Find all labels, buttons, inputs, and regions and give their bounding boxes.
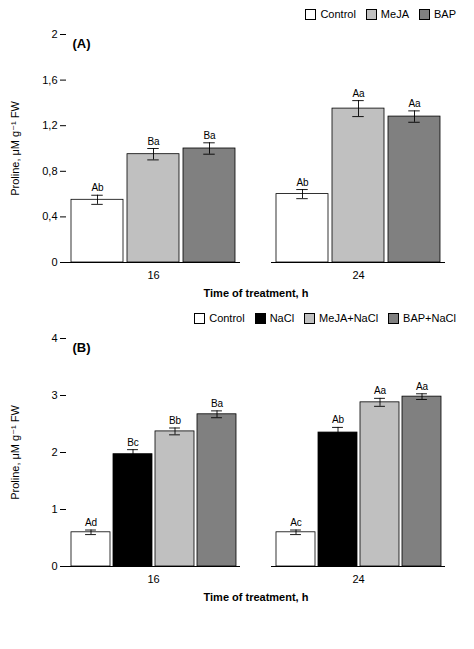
svg-text:16: 16: [147, 269, 159, 281]
svg-text:Ba: Ba: [211, 398, 224, 409]
svg-text:16: 16: [147, 573, 159, 585]
svg-text:Aa: Aa: [374, 385, 387, 396]
html-text:BAP+NaCl: BAP+NaCl: [403, 312, 456, 324]
svg-text:4: 4: [51, 332, 57, 344]
svg-text:2: 2: [51, 446, 57, 458]
html-text:NaCl: NaCl: [269, 312, 295, 324]
svg-text:Aa: Aa: [408, 98, 421, 109]
html-text:MeJA+NaCl: MeJA+NaCl: [319, 312, 379, 324]
svg-text:3: 3: [51, 389, 57, 401]
svg-text:(A): (A): [73, 36, 91, 51]
svg-text:24: 24: [352, 573, 364, 585]
svg-text:Ab: Ab: [91, 182, 104, 193]
svg-text:0,8: 0,8: [42, 165, 57, 177]
svg-text:Aa: Aa: [352, 88, 365, 99]
svg-text:Ba: Ba: [147, 136, 160, 147]
svg-text:Time of treatment, h: Time of treatment, h: [204, 287, 309, 299]
svg-text:0: 0: [51, 560, 57, 572]
svg-text:0,4: 0,4: [42, 210, 57, 222]
html-text:BAP: BAP: [434, 8, 456, 20]
svg-text:1,6: 1,6: [42, 74, 57, 86]
svg-text:0: 0: [51, 256, 57, 268]
svg-text:(B): (B): [73, 340, 91, 355]
svg-text:Ad: Ad: [85, 517, 97, 528]
svg-text:Bb: Bb: [169, 415, 182, 426]
svg-text:24: 24: [352, 269, 364, 281]
html-text:Control: Control: [320, 8, 356, 20]
svg-text:Proline, μM g⁻¹ FW: Proline, μM g⁻¹ FW: [9, 405, 21, 500]
svg-text:Bc: Bc: [127, 437, 139, 448]
svg-text:Ab: Ab: [296, 177, 309, 188]
svg-text:Proline, μM g⁻¹ FW: Proline, μM g⁻¹ FW: [9, 101, 21, 196]
svg-text:Ab: Ab: [332, 414, 345, 425]
html-text:Control: Control: [209, 312, 245, 324]
svg-text:1,2: 1,2: [42, 119, 57, 131]
svg-text:Ac: Ac: [290, 517, 302, 528]
svg-text:Time of treatment, h: Time of treatment, h: [204, 591, 309, 603]
svg-text:2: 2: [51, 28, 57, 40]
svg-text:Aa: Aa: [416, 381, 429, 392]
svg-text:1: 1: [51, 503, 57, 515]
svg-text:Ba: Ba: [203, 130, 216, 141]
html-text:MeJA: MeJA: [380, 8, 409, 20]
